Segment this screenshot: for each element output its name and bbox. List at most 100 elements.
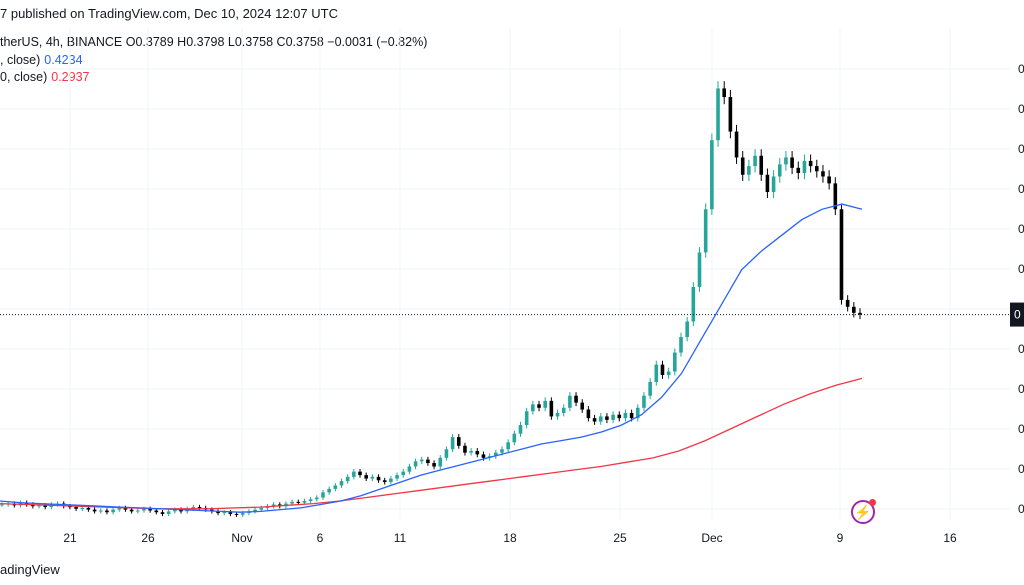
candle-body <box>728 97 733 132</box>
candle-body <box>759 155 764 175</box>
candle-body <box>160 512 165 514</box>
candle-body <box>648 381 652 396</box>
candle-body <box>747 166 751 175</box>
candle-body <box>635 407 640 419</box>
candle-body <box>512 433 517 443</box>
candle-body <box>179 509 183 512</box>
candle-body <box>463 445 467 453</box>
candle-body <box>673 352 677 372</box>
candle-body <box>216 511 220 514</box>
candle-body <box>784 157 788 165</box>
candle-body <box>734 131 739 158</box>
candle-body <box>777 164 782 177</box>
candle-body <box>475 450 480 455</box>
ma-fast-value: 0.4234 <box>44 53 83 67</box>
candle-body <box>753 155 757 167</box>
candle-body <box>543 400 547 408</box>
candle-body <box>654 364 659 382</box>
candle-body <box>586 409 591 419</box>
candle-body <box>685 321 689 338</box>
candle-body <box>426 459 430 464</box>
candle-body <box>173 509 177 512</box>
ma-fast-legend: , close) 0.4234 <box>0 53 83 67</box>
x-tick-label: 21 <box>63 531 77 545</box>
candle-body <box>833 183 838 210</box>
candle-body <box>660 364 665 375</box>
candle-body <box>105 510 109 513</box>
candle-body <box>234 513 239 515</box>
candle-body <box>568 395 572 408</box>
candle-body <box>771 176 776 192</box>
x-tick-label: Nov <box>231 531 252 545</box>
candle-body <box>395 475 399 479</box>
candle-body <box>623 412 628 419</box>
candle-body <box>740 157 745 175</box>
candle-body <box>450 437 455 450</box>
candle-body <box>617 414 622 419</box>
candle-body <box>703 209 708 253</box>
x-tick-label: 25 <box>613 531 627 545</box>
footer-brand: adingView <box>0 562 60 577</box>
price-tick-label: 0 <box>1018 222 1024 236</box>
candle-body <box>308 499 313 502</box>
candle-body <box>642 395 646 408</box>
candle-body <box>629 412 634 419</box>
candle-body <box>814 166 819 172</box>
price-tick-label: 0 <box>1018 382 1024 396</box>
candle-body <box>142 508 146 511</box>
candle-body <box>598 416 603 422</box>
symbol-ohlc-text: therUS, 4h, BINANCE O0.3789 H0.3798 L0.3… <box>0 35 428 49</box>
price-tick-label: 0 <box>1018 422 1024 436</box>
candle-body <box>469 450 473 453</box>
candle-body <box>549 400 554 417</box>
candle-body <box>858 312 862 315</box>
price-tick-label: 0 <box>1018 502 1024 516</box>
price-tick-label: 0 <box>1018 102 1024 116</box>
ma-fast-line <box>0 203 863 513</box>
candle-body <box>432 463 436 467</box>
candle-body <box>98 510 103 512</box>
price-tick-label: 0 <box>1018 142 1024 156</box>
candle-body <box>666 371 671 375</box>
candle-body <box>531 404 535 412</box>
candle-body <box>555 412 560 417</box>
candle-body <box>821 171 825 177</box>
candle-body <box>500 449 504 453</box>
candle-body <box>389 478 393 483</box>
candle-body <box>444 449 449 458</box>
candle-body <box>382 480 387 483</box>
candle-body <box>68 506 72 508</box>
price-tick-label: 0 <box>1018 182 1024 196</box>
x-tick-label: 18 <box>503 531 517 545</box>
candle-body <box>290 501 294 504</box>
candle-body <box>296 501 301 503</box>
lightning-icon[interactable]: ⚡ <box>851 499 876 524</box>
candle-body <box>0 504 4 506</box>
candle-body <box>796 167 801 174</box>
candle-body <box>135 510 140 512</box>
x-tick-label: 16 <box>943 531 957 545</box>
candle-body <box>852 306 856 313</box>
candle-body <box>315 497 319 500</box>
candle-body <box>401 471 406 476</box>
candle-body <box>537 404 541 408</box>
candle-body <box>37 505 41 507</box>
x-tick-label: 11 <box>394 531 407 545</box>
candle-body <box>580 402 585 410</box>
candle-body <box>74 507 78 509</box>
price-tick-label: 0 <box>1018 342 1024 356</box>
candle-body <box>129 509 134 512</box>
candle-body <box>345 476 350 482</box>
price-tick-label: 0 <box>1018 62 1024 76</box>
candle-body <box>407 466 412 472</box>
symbol-ohlc-legend: therUS, 4h, BINANCE O0.3789 H0.3798 L0.3… <box>0 35 427 49</box>
candle-body <box>802 160 807 174</box>
candle-body <box>166 511 171 514</box>
candle-body <box>197 507 202 509</box>
candle-body <box>364 475 368 479</box>
candle-body <box>827 176 831 184</box>
candle-body <box>228 512 233 514</box>
candle-body <box>339 481 344 486</box>
candle-body <box>240 513 245 515</box>
